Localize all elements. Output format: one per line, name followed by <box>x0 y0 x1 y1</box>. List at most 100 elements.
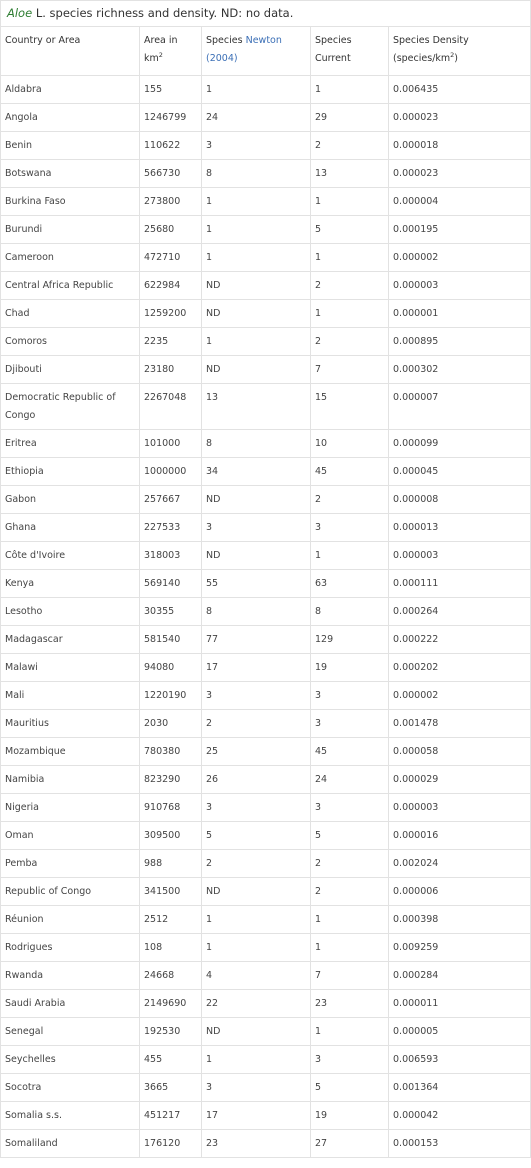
cell-country: Botswana <box>0 159 140 188</box>
cell-current: 1 <box>310 1017 389 1046</box>
cell-density: 0.000222 <box>388 625 531 654</box>
table-row: Angola 1246799 24 29 0.000023 <box>0 103 531 132</box>
caption-text: L. species richness and density. ND: no … <box>32 6 294 20</box>
cell-density: 0.000045 <box>388 457 531 486</box>
table-row: Nigeria 910768 3 3 0.000003 <box>0 793 531 822</box>
cell-area: 1000000 <box>139 457 202 486</box>
newton-year-link[interactable]: (2004) <box>206 53 238 64</box>
cell-density: 0.000007 <box>388 383 531 430</box>
cell-country: Aldabra <box>0 75 140 104</box>
cell-density: 0.000008 <box>388 485 531 514</box>
header-area: Area in km2 <box>139 26 202 76</box>
table-row: Socotra 3665 3 5 0.001364 <box>0 1073 531 1102</box>
cell-country: Nigeria <box>0 793 140 822</box>
cell-area: 581540 <box>139 625 202 654</box>
cell-current: 2 <box>310 849 389 878</box>
cell-area: 25680 <box>139 215 202 244</box>
table-row: Réunion 2512 1 1 0.000398 <box>0 905 531 934</box>
cell-area: 2030 <box>139 709 202 738</box>
cell-area: 823290 <box>139 765 202 794</box>
cell-newton: ND <box>201 355 311 384</box>
table-row: Cameroon 472710 1 1 0.000002 <box>0 243 531 272</box>
cell-density: 0.000058 <box>388 737 531 766</box>
cell-country: Malawi <box>0 653 140 682</box>
cell-country: Socotra <box>0 1073 140 1102</box>
cell-newton: ND <box>201 485 311 514</box>
table-row: Benin 110622 3 2 0.000018 <box>0 131 531 160</box>
cell-density: 0.000011 <box>388 989 531 1018</box>
cell-newton: 1 <box>201 1045 311 1074</box>
cell-country: Senegal <box>0 1017 140 1046</box>
cell-current: 3 <box>310 709 389 738</box>
cell-area: 569140 <box>139 569 202 598</box>
cell-area: 257667 <box>139 485 202 514</box>
cell-area: 101000 <box>139 429 202 458</box>
cell-area: 910768 <box>139 793 202 822</box>
cell-density: 0.006593 <box>388 1045 531 1074</box>
cell-newton: 3 <box>201 1073 311 1102</box>
cell-newton: ND <box>201 877 311 906</box>
cell-area: 155 <box>139 75 202 104</box>
cell-newton: 22 <box>201 989 311 1018</box>
cell-area: 451217 <box>139 1101 202 1130</box>
cell-country: Somaliland <box>0 1129 140 1158</box>
cell-country: Rodrigues <box>0 933 140 962</box>
table-header-row: Country or Area Area in km2 Species Newto… <box>0 26 531 76</box>
cell-country: Burkina Faso <box>0 187 140 216</box>
cell-current: 3 <box>310 513 389 542</box>
cell-area: 227533 <box>139 513 202 542</box>
cell-area: 192530 <box>139 1017 202 1046</box>
cell-current: 13 <box>310 159 389 188</box>
cell-country: Seychelles <box>0 1045 140 1074</box>
cell-density: 0.000023 <box>388 103 531 132</box>
cell-density: 0.000003 <box>388 793 531 822</box>
cell-area: 3665 <box>139 1073 202 1102</box>
cell-current: 1 <box>310 541 389 570</box>
cell-newton: 3 <box>201 131 311 160</box>
cell-current: 2 <box>310 877 389 906</box>
table-row: Eritrea 101000 8 10 0.000099 <box>0 429 531 458</box>
table-row: Senegal 192530 ND 1 0.000005 <box>0 1017 531 1046</box>
cell-current: 2 <box>310 485 389 514</box>
cell-newton: ND <box>201 541 311 570</box>
newton-reference-link[interactable]: Newton <box>245 35 282 46</box>
cell-area: 780380 <box>139 737 202 766</box>
cell-country: Comoros <box>0 327 140 356</box>
cell-newton: 1 <box>201 327 311 356</box>
table-row: Lesotho 30355 8 8 0.000264 <box>0 597 531 626</box>
cell-area: 2267048 <box>139 383 202 430</box>
table-row: Mali 1220190 3 3 0.000002 <box>0 681 531 710</box>
cell-newton: 1 <box>201 905 311 934</box>
caption-genus: Aloe <box>7 6 33 20</box>
cell-country: Lesotho <box>0 597 140 626</box>
cell-density: 0.000302 <box>388 355 531 384</box>
table-row: Ghana 227533 3 3 0.000013 <box>0 513 531 542</box>
cell-newton: 17 <box>201 653 311 682</box>
table-row: Ethiopia 1000000 34 45 0.000045 <box>0 457 531 486</box>
cell-newton: 23 <box>201 1129 311 1158</box>
cell-newton: ND <box>201 299 311 328</box>
cell-current: 24 <box>310 765 389 794</box>
cell-newton: 26 <box>201 765 311 794</box>
cell-country: Rwanda <box>0 961 140 990</box>
cell-newton: ND <box>201 1017 311 1046</box>
cell-newton: 2 <box>201 709 311 738</box>
cell-density: 0.000895 <box>388 327 531 356</box>
table-row: Burundi 25680 1 5 0.000195 <box>0 215 531 244</box>
cell-density: 0.000202 <box>388 653 531 682</box>
cell-area: 23180 <box>139 355 202 384</box>
cell-country: Democratic Republic of Congo <box>0 383 140 430</box>
cell-density: 0.000016 <box>388 821 531 850</box>
cell-country: Djibouti <box>0 355 140 384</box>
table-caption: Aloe L. species richness and density. ND… <box>0 0 531 26</box>
cell-country: Mali <box>0 681 140 710</box>
cell-current: 15 <box>310 383 389 430</box>
cell-country: Namibia <box>0 765 140 794</box>
table-row: Seychelles 455 1 3 0.006593 <box>0 1045 531 1074</box>
cell-current: 5 <box>310 821 389 850</box>
table-row: Oman 309500 5 5 0.000016 <box>0 821 531 850</box>
cell-newton: 8 <box>201 429 311 458</box>
cell-current: 23 <box>310 989 389 1018</box>
table-row: Mozambique 780380 25 45 0.000058 <box>0 737 531 766</box>
table-row: Democratic Republic of Congo 2267048 13 15 0… <box>0 383 531 430</box>
